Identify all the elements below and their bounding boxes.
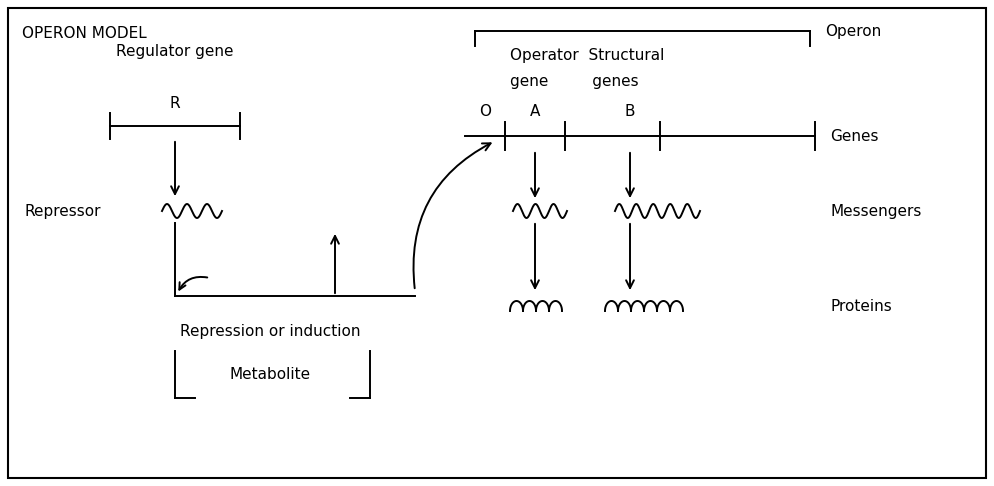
Text: OPERON MODEL: OPERON MODEL xyxy=(22,26,147,41)
Text: Regulator gene: Regulator gene xyxy=(116,44,234,59)
FancyArrowPatch shape xyxy=(179,277,208,290)
Text: Metabolite: Metabolite xyxy=(230,367,310,382)
Text: B: B xyxy=(625,104,635,119)
Text: Repressor: Repressor xyxy=(25,204,101,219)
Text: Repression or induction: Repression or induction xyxy=(180,324,360,339)
Text: Proteins: Proteins xyxy=(830,298,892,313)
Text: Messengers: Messengers xyxy=(830,204,921,219)
Text: Genes: Genes xyxy=(830,128,879,143)
Text: R: R xyxy=(170,96,180,111)
FancyArrowPatch shape xyxy=(414,143,491,288)
Text: gene         genes: gene genes xyxy=(510,74,638,89)
Text: A: A xyxy=(530,104,540,119)
Text: Operon: Operon xyxy=(825,23,882,38)
Text: Operator  Structural: Operator Structural xyxy=(510,48,664,63)
Text: O: O xyxy=(479,104,491,119)
